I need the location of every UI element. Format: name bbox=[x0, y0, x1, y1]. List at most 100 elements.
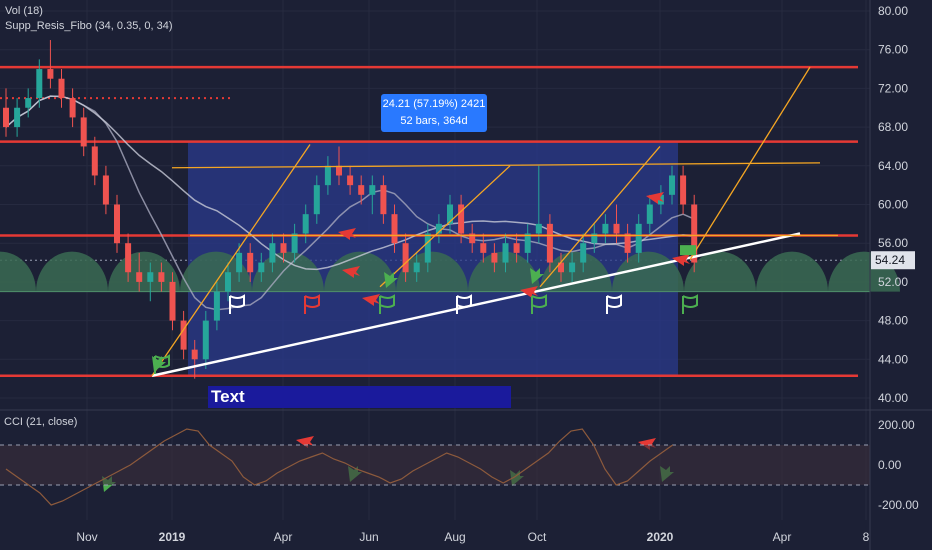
signal-arrow bbox=[384, 272, 398, 288]
candle-body bbox=[58, 78, 65, 99]
flag-icon bbox=[229, 294, 245, 314]
time-tick-label: Nov bbox=[76, 530, 97, 544]
candle-body bbox=[680, 175, 687, 205]
cci-line bbox=[5, 428, 674, 506]
cci-band bbox=[0, 445, 870, 485]
candle-body bbox=[147, 272, 154, 282]
candle-body bbox=[491, 252, 498, 263]
flag-icon bbox=[682, 294, 698, 314]
legend-supp-resis[interactable]: Supp_Resis_Fibo (34, 0.35, 0, 34) bbox=[5, 20, 173, 32]
time-tick-label: 8 bbox=[863, 530, 870, 544]
text-note[interactable]: Text bbox=[208, 386, 511, 408]
time-tick-label: 2020 bbox=[647, 530, 674, 544]
candle-body bbox=[413, 262, 420, 273]
cci-tick-label: 0.00 bbox=[878, 458, 902, 472]
candle-body bbox=[324, 165, 331, 186]
signal-arrow bbox=[646, 192, 664, 204]
signal-arrow bbox=[342, 266, 360, 278]
candle-body bbox=[14, 107, 21, 128]
arc-shape bbox=[684, 251, 756, 292]
candle-body bbox=[136, 272, 143, 282]
candle-body bbox=[458, 204, 465, 234]
candle-body bbox=[480, 243, 487, 253]
price-tick-label: 80.00 bbox=[878, 4, 908, 18]
candle-body bbox=[546, 223, 553, 263]
candle-body bbox=[258, 262, 265, 273]
signal-arrow bbox=[520, 286, 538, 298]
fib-ray bbox=[379, 165, 511, 288]
indicator-legend: Vol (18) Supp_Resis_Fibo (34, 0.35, 0, 3… bbox=[5, 4, 173, 34]
candle-body bbox=[635, 223, 642, 253]
candle-body bbox=[569, 262, 576, 273]
signal-arrow bbox=[362, 294, 380, 306]
arc-shape bbox=[396, 251, 468, 292]
price-tick-label: 40.00 bbox=[878, 391, 908, 405]
candle-body bbox=[269, 243, 276, 263]
candle-body bbox=[191, 349, 198, 360]
candle-body bbox=[580, 243, 587, 263]
candle-body bbox=[80, 117, 87, 147]
legend-volume[interactable]: Vol (18) bbox=[5, 5, 43, 17]
price-tick-label: 44.00 bbox=[878, 352, 908, 366]
candle-body bbox=[469, 233, 476, 244]
candle-body bbox=[291, 233, 298, 253]
candle-body bbox=[336, 165, 342, 176]
candle-body bbox=[102, 175, 109, 205]
candle-body bbox=[236, 252, 243, 273]
measure-label: 24.21 (57.19%) 2421 52 bars, 364d bbox=[381, 94, 487, 132]
arc-shape bbox=[756, 251, 828, 292]
candle-body bbox=[169, 281, 176, 321]
flag-icon bbox=[379, 294, 395, 314]
measure-label-line1: 24.21 (57.19%) 2421 bbox=[382, 98, 486, 110]
signal-arrow bbox=[530, 268, 544, 284]
candle-body bbox=[347, 175, 354, 186]
moving-average-line bbox=[5, 95, 695, 311]
candle-body bbox=[36, 69, 43, 99]
current-marker bbox=[680, 245, 696, 256]
price-axis[interactable]: 80.00 76.00 72.00 68.00 64.00 60.00 56.00 52.00… bbox=[871, 4, 919, 512]
candle-body bbox=[646, 204, 653, 224]
candle-body bbox=[513, 243, 520, 253]
candle-body bbox=[47, 69, 54, 79]
time-tick-label: 2019 bbox=[159, 530, 186, 544]
drawings bbox=[151, 66, 838, 377]
cci-legend[interactable]: CCI (21, close) bbox=[4, 416, 78, 428]
time-tick-label: Aug bbox=[444, 530, 465, 544]
time-tick-label: Apr bbox=[274, 530, 293, 544]
flag-icon bbox=[456, 294, 472, 314]
candle-body bbox=[591, 233, 598, 244]
candle-body bbox=[613, 223, 620, 234]
candle-body bbox=[158, 272, 165, 282]
arc-shape bbox=[180, 251, 252, 292]
candle-body bbox=[280, 243, 287, 253]
candle-body bbox=[225, 272, 231, 292]
signal-arrow bbox=[338, 228, 356, 240]
arc-shape bbox=[468, 251, 540, 292]
time-tick-label: Oct bbox=[528, 530, 547, 544]
candle-body bbox=[180, 320, 187, 350]
price-tick-label: 68.00 bbox=[878, 120, 908, 134]
price-tick-label: 56.00 bbox=[878, 236, 908, 250]
candle-body bbox=[380, 185, 387, 215]
fib-level bbox=[171, 162, 821, 169]
last-price-box bbox=[871, 251, 915, 270]
candle-body bbox=[91, 146, 98, 176]
time-axis[interactable]: Nov 2019 Apr Jun Aug Oct 2020 Apr 8 bbox=[76, 530, 869, 544]
cci-tick-label: -200.00 bbox=[878, 498, 919, 512]
candle-body bbox=[502, 243, 509, 263]
last-price-label: 54.24 bbox=[875, 253, 905, 267]
candle-body bbox=[424, 233, 431, 263]
candle-body bbox=[402, 243, 409, 273]
candle-body bbox=[358, 185, 365, 195]
arc-shape bbox=[36, 251, 108, 292]
fib-ray bbox=[151, 144, 311, 377]
candle-body bbox=[25, 98, 32, 108]
cci-plot bbox=[0, 428, 870, 506]
candle-body bbox=[114, 204, 120, 244]
signal-arrow bbox=[638, 438, 656, 450]
candle-body bbox=[391, 214, 398, 244]
candle-body bbox=[125, 243, 132, 273]
candle-body bbox=[447, 204, 453, 224]
time-tick-label: Apr bbox=[773, 530, 792, 544]
